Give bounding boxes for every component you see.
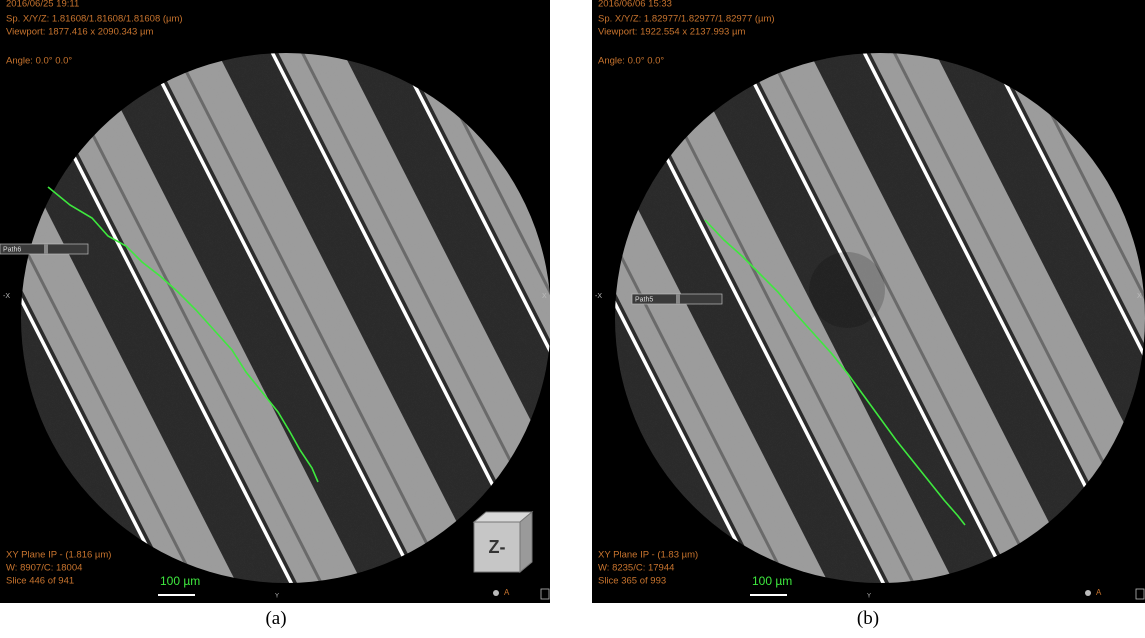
spacing: Sp. X/Y/Z: 1.82977/1.82977/1.82977 (µm) — [598, 14, 775, 25]
path-label-sep — [44, 244, 48, 254]
ct-panel-a: Path6 2016/06/25 19:11 Sp. X/Y/Z: 1.81608/… — [0, 0, 550, 603]
caption: (b) — [808, 608, 928, 630]
cube-side — [520, 512, 532, 572]
corner-box — [541, 589, 549, 599]
axis-right: X — [1137, 293, 1142, 300]
slice: Slice 365 of 993 — [598, 576, 666, 587]
angle: Angle: 0.0° 0.0° — [598, 56, 664, 67]
caption: (a) — [216, 608, 336, 630]
figure: Path6 2016/06/25 19:11 Sp. X/Y/Z: 1.81608/… — [0, 0, 1145, 638]
axis-left: -X — [595, 293, 602, 300]
orientation: A — [1096, 588, 1102, 597]
ct-image — [615, 53, 1145, 583]
window: W: 8907/C: 18004 — [6, 563, 82, 574]
orientation-cube: Z- — [474, 512, 532, 572]
axis-right: X — [542, 293, 547, 300]
slice: Slice 446 of 941 — [6, 576, 74, 587]
ct-panel-b: Path5 2016/06/06 15:33 Sp. X/Y/Z: 1.82977/… — [592, 0, 1145, 603]
viewport: Viewport: 1877.416 x 2090.343 µm — [6, 27, 153, 38]
scale-bar-label: 100 µm — [752, 574, 792, 588]
path-label: Path5 — [635, 296, 653, 303]
axis-bottom: Y — [275, 594, 279, 600]
stripes — [21, 53, 550, 583]
cube-label: Z- — [489, 537, 506, 557]
timestamp: 2016/06/06 15:33 — [598, 0, 672, 10]
viewport: Viewport: 1922.554 x 2137.993 µm — [598, 27, 745, 38]
window: W: 8235/C: 17944 — [598, 563, 674, 574]
axis-bottom: Y — [867, 594, 871, 600]
orientation-icon — [1085, 590, 1091, 596]
angle: Angle: 0.0° 0.0° — [6, 56, 72, 67]
orientation: A — [504, 588, 510, 597]
ct-image — [21, 53, 550, 583]
scale-bar-label: 100 µm — [160, 574, 200, 588]
spacing: Sp. X/Y/Z: 1.81608/1.81608/1.81608 (µm) — [6, 14, 183, 25]
plane: XY Plane IP - (1.83 µm) — [598, 550, 698, 561]
path-label: Path6 — [3, 246, 21, 253]
path-label-sep — [676, 294, 680, 304]
corner-box — [1136, 589, 1144, 599]
stripes — [615, 53, 1145, 583]
orientation-icon — [493, 590, 499, 596]
axis-left: -X — [3, 293, 10, 300]
plane: XY Plane IP - (1.816 µm) — [6, 550, 111, 561]
artifact — [809, 252, 885, 328]
timestamp: 2016/06/25 19:11 — [6, 0, 79, 10]
